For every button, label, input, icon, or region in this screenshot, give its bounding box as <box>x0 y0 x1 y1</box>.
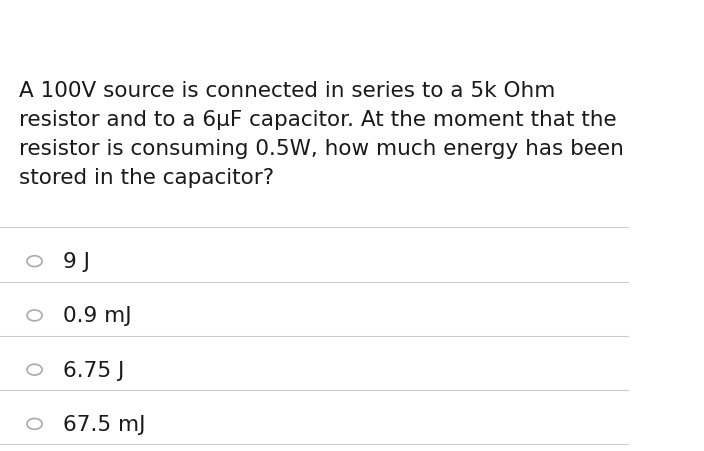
Text: 0.9 mJ: 0.9 mJ <box>63 306 132 326</box>
Text: 6.75 J: 6.75 J <box>63 360 124 380</box>
Text: A 100V source is connected in series to a 5k Ohm
resistor and to a 6μF capacitor: A 100V source is connected in series to … <box>19 81 624 187</box>
Text: 9 J: 9 J <box>63 252 90 272</box>
Text: 67.5 mJ: 67.5 mJ <box>63 414 145 434</box>
